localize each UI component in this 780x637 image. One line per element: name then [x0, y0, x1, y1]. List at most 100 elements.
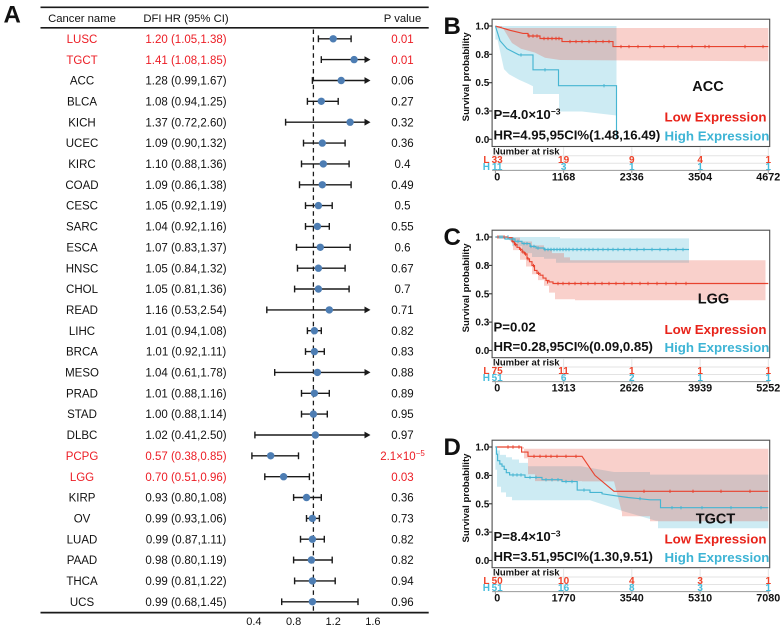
svg-text:0.32: 0.32: [391, 117, 413, 129]
svg-text:2336: 2336: [620, 171, 644, 183]
svg-text:0.83: 0.83: [391, 347, 413, 359]
svg-text:Low Expression: Low Expression: [665, 110, 767, 125]
svg-text:PCPG: PCPG: [66, 451, 99, 463]
svg-text:0.3: 0.3: [475, 528, 489, 539]
svg-text:Survival probability: Survival probability: [461, 243, 472, 333]
svg-text:Low Expression: Low Expression: [665, 322, 767, 337]
svg-text:1.02 (0.41,2.50): 1.02 (0.41,2.50): [145, 430, 226, 442]
svg-text:0.73: 0.73: [391, 514, 413, 526]
svg-text:1.00 (0.88,1.14): 1.00 (0.88,1.14): [145, 409, 226, 421]
svg-text:0.36: 0.36: [391, 138, 413, 150]
svg-text:0.4: 0.4: [246, 616, 261, 628]
svg-text:UCEC: UCEC: [66, 138, 99, 150]
svg-text:1.16 (0.53,2.54): 1.16 (0.53,2.54): [145, 305, 226, 317]
svg-text:LGG: LGG: [698, 292, 729, 308]
svg-text:0.5: 0.5: [475, 78, 489, 89]
svg-text:1: 1: [766, 162, 772, 173]
svg-text:0.01: 0.01: [391, 55, 413, 67]
svg-text:0.8: 0.8: [475, 261, 489, 272]
svg-text:1.05 (0.81,1.36): 1.05 (0.81,1.36): [145, 284, 226, 296]
svg-text:51: 51: [492, 373, 504, 384]
svg-text:1: 1: [629, 162, 635, 173]
svg-text:ESCA: ESCA: [66, 242, 98, 254]
svg-text:LGG: LGG: [70, 472, 94, 484]
svg-text:0.82: 0.82: [391, 326, 413, 338]
svg-text:1.04 (0.92,1.16): 1.04 (0.92,1.16): [145, 222, 226, 234]
svg-text:33: 33: [492, 155, 504, 166]
svg-text:0: 0: [494, 593, 500, 605]
svg-text:0.3: 0.3: [475, 107, 489, 118]
svg-text:TGCT: TGCT: [66, 55, 97, 67]
svg-text:1.2: 1.2: [326, 616, 341, 628]
svg-text:1.01 (0.88,1.16): 1.01 (0.88,1.16): [145, 388, 226, 400]
svg-text:0.96: 0.96: [391, 597, 413, 609]
svg-text:1.05 (0.84,1.32): 1.05 (0.84,1.32): [145, 263, 226, 275]
svg-text:0.4: 0.4: [395, 159, 412, 171]
svg-text:THCA: THCA: [66, 576, 98, 588]
svg-text:0.7: 0.7: [395, 284, 411, 296]
svg-text:1: 1: [766, 366, 772, 377]
svg-text:Cancer name: Cancer name: [48, 13, 116, 25]
svg-text:HR=3.51,95CI%(1.30,9.51): HR=3.51,95CI%(1.30,9.51): [494, 549, 653, 564]
svg-text:ACC: ACC: [70, 76, 94, 88]
svg-text:0.06: 0.06: [391, 76, 413, 88]
svg-text:3: 3: [697, 576, 703, 587]
svg-text:LIHC: LIHC: [69, 326, 95, 338]
svg-text:TGCT: TGCT: [696, 512, 736, 528]
svg-text:1.04 (0.61,1.78): 1.04 (0.61,1.78): [145, 368, 226, 380]
svg-text:0.8: 0.8: [475, 471, 489, 482]
svg-text:1.09 (0.86,1.38): 1.09 (0.86,1.38): [145, 180, 226, 192]
svg-text:0.82: 0.82: [391, 534, 413, 546]
svg-text:0.3: 0.3: [475, 318, 489, 329]
svg-text:KICH: KICH: [68, 117, 95, 129]
svg-text:L: L: [483, 155, 489, 166]
svg-text:KIRC: KIRC: [68, 159, 95, 171]
svg-text:3939: 3939: [688, 383, 712, 395]
svg-text:1: 1: [766, 155, 772, 166]
svg-text:1.01 (0.94,1.08): 1.01 (0.94,1.08): [145, 326, 226, 338]
svg-text:50: 50: [492, 576, 504, 587]
svg-text:STAD: STAD: [67, 409, 97, 421]
svg-text:10: 10: [558, 576, 570, 587]
svg-text:0.55: 0.55: [391, 222, 413, 234]
svg-text:0.5: 0.5: [475, 289, 489, 300]
svg-text:L: L: [483, 576, 489, 587]
svg-text:1.0: 1.0: [475, 443, 489, 454]
svg-text:H: H: [483, 162, 490, 173]
svg-text:0.71: 0.71: [391, 305, 413, 317]
svg-text:0.82: 0.82: [391, 555, 413, 567]
svg-text:0.67: 0.67: [391, 263, 413, 275]
svg-text:P=4.0×10−3: P=4.0×10−3: [494, 107, 561, 123]
svg-text:16: 16: [558, 583, 570, 594]
svg-text:0.03: 0.03: [391, 472, 413, 484]
svg-text:BRCA: BRCA: [66, 347, 98, 359]
svg-text:LUAD: LUAD: [67, 534, 98, 546]
svg-text:2626: 2626: [620, 383, 644, 395]
svg-text:1.0: 1.0: [475, 22, 489, 33]
svg-text:0.6: 0.6: [395, 242, 411, 254]
svg-text:1: 1: [629, 366, 635, 377]
svg-text:PAAD: PAAD: [67, 555, 97, 567]
svg-text:1.08 (0.94,1.25): 1.08 (0.94,1.25): [145, 96, 226, 108]
svg-text:1.05 (0.92,1.19): 1.05 (0.92,1.19): [145, 201, 226, 213]
svg-text:Survival probability: Survival probability: [461, 32, 472, 122]
svg-text:4672: 4672: [756, 171, 780, 183]
svg-text:7080: 7080: [756, 593, 780, 605]
svg-text:3: 3: [697, 583, 703, 594]
svg-text:Number at risk: Number at risk: [493, 568, 560, 579]
svg-text:3: 3: [561, 162, 567, 173]
svg-text:H: H: [483, 583, 490, 594]
svg-text:0.0: 0.0: [475, 556, 489, 567]
svg-text:High Expression: High Expression: [665, 550, 770, 565]
svg-text:1168: 1168: [552, 171, 575, 183]
svg-text:1.37 (0.72,2.60): 1.37 (0.72,2.60): [145, 117, 226, 129]
svg-text:HR=4.95,95CI%(1.48,16.49): HR=4.95,95CI%(1.48,16.49): [494, 128, 661, 143]
svg-text:CESC: CESC: [66, 201, 98, 213]
svg-text:0.97: 0.97: [391, 430, 413, 442]
svg-text:0: 0: [494, 171, 500, 183]
svg-text:Number at risk: Number at risk: [493, 358, 560, 369]
svg-text:3504: 3504: [688, 171, 712, 183]
svg-text:1: 1: [766, 583, 772, 594]
svg-text:2.1×10−5: 2.1×10−5: [380, 449, 425, 463]
svg-text:SARC: SARC: [66, 222, 98, 234]
